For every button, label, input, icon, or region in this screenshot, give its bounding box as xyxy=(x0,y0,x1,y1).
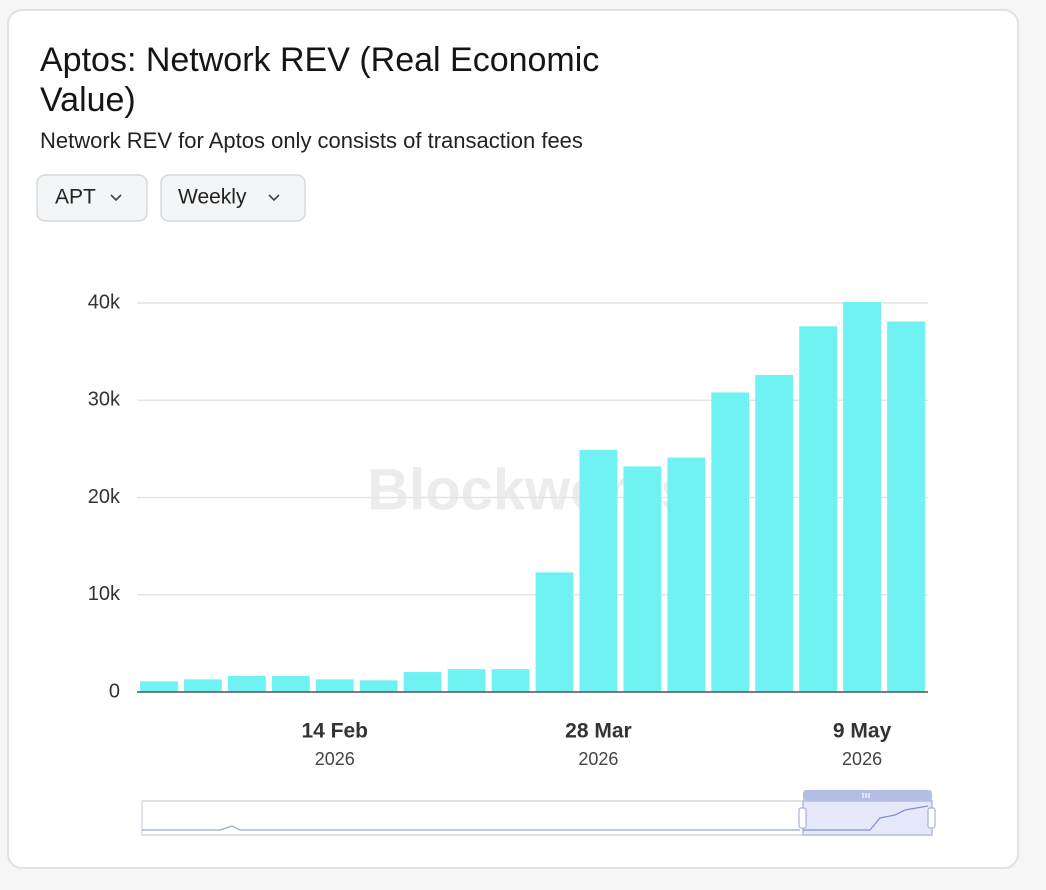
bar xyxy=(579,449,618,692)
dropdown-label[interactable]: Weekly xyxy=(178,186,247,209)
navigator-handle[interactable] xyxy=(798,807,807,829)
bar xyxy=(799,326,838,692)
x-tick-sublabel: 2026 xyxy=(842,749,882,769)
chevron xyxy=(110,194,122,202)
y-tick-label: 30k xyxy=(88,389,121,411)
bar xyxy=(140,681,178,692)
x-tick-label: 28 Mar xyxy=(565,720,632,743)
dropdown-label[interactable]: APT xyxy=(55,186,96,209)
navigator-line xyxy=(803,805,929,831)
y-tick-label: 0 xyxy=(109,680,120,702)
navigator-line xyxy=(142,825,800,831)
chart-subtitle: Network REV for Aptos only consists of t… xyxy=(40,128,583,153)
currency-dropdown[interactable]: APT xyxy=(36,174,148,222)
bar xyxy=(491,669,530,692)
grip xyxy=(862,793,870,798)
navigator[interactable] xyxy=(141,790,936,836)
x-tick-sublabel: 2026 xyxy=(315,749,355,769)
bar xyxy=(227,675,266,692)
y-tick-label: 40k xyxy=(88,291,121,313)
bar xyxy=(755,374,794,692)
bar xyxy=(711,392,750,692)
chart-title: Aptos: Network REV (Real Economic xyxy=(40,41,599,79)
chart-title: Value) xyxy=(40,81,136,119)
x-tick-sublabel: 2026 xyxy=(578,749,618,769)
navigator-handle[interactable] xyxy=(927,807,936,829)
dropdown-box[interactable] xyxy=(160,174,306,222)
bar xyxy=(271,675,310,692)
bar xyxy=(315,679,354,692)
x-tick-label: 14 Feb xyxy=(301,720,368,743)
bar xyxy=(184,679,222,692)
y-tick-label: 20k xyxy=(88,486,121,508)
bar xyxy=(887,321,925,692)
navigator-handle-bar[interactable] xyxy=(803,790,932,801)
dropdown-box[interactable] xyxy=(36,174,148,222)
y-tick-label: 10k xyxy=(88,583,121,605)
x-tick-label: 9 May xyxy=(833,720,892,743)
chevron xyxy=(268,194,280,202)
bar xyxy=(667,457,706,692)
bar xyxy=(447,669,486,692)
interval-dropdown[interactable]: Weekly xyxy=(160,174,306,222)
bar xyxy=(535,572,574,692)
bar xyxy=(843,302,881,692)
bar xyxy=(403,672,442,692)
bar xyxy=(359,680,398,692)
bar xyxy=(623,466,662,692)
